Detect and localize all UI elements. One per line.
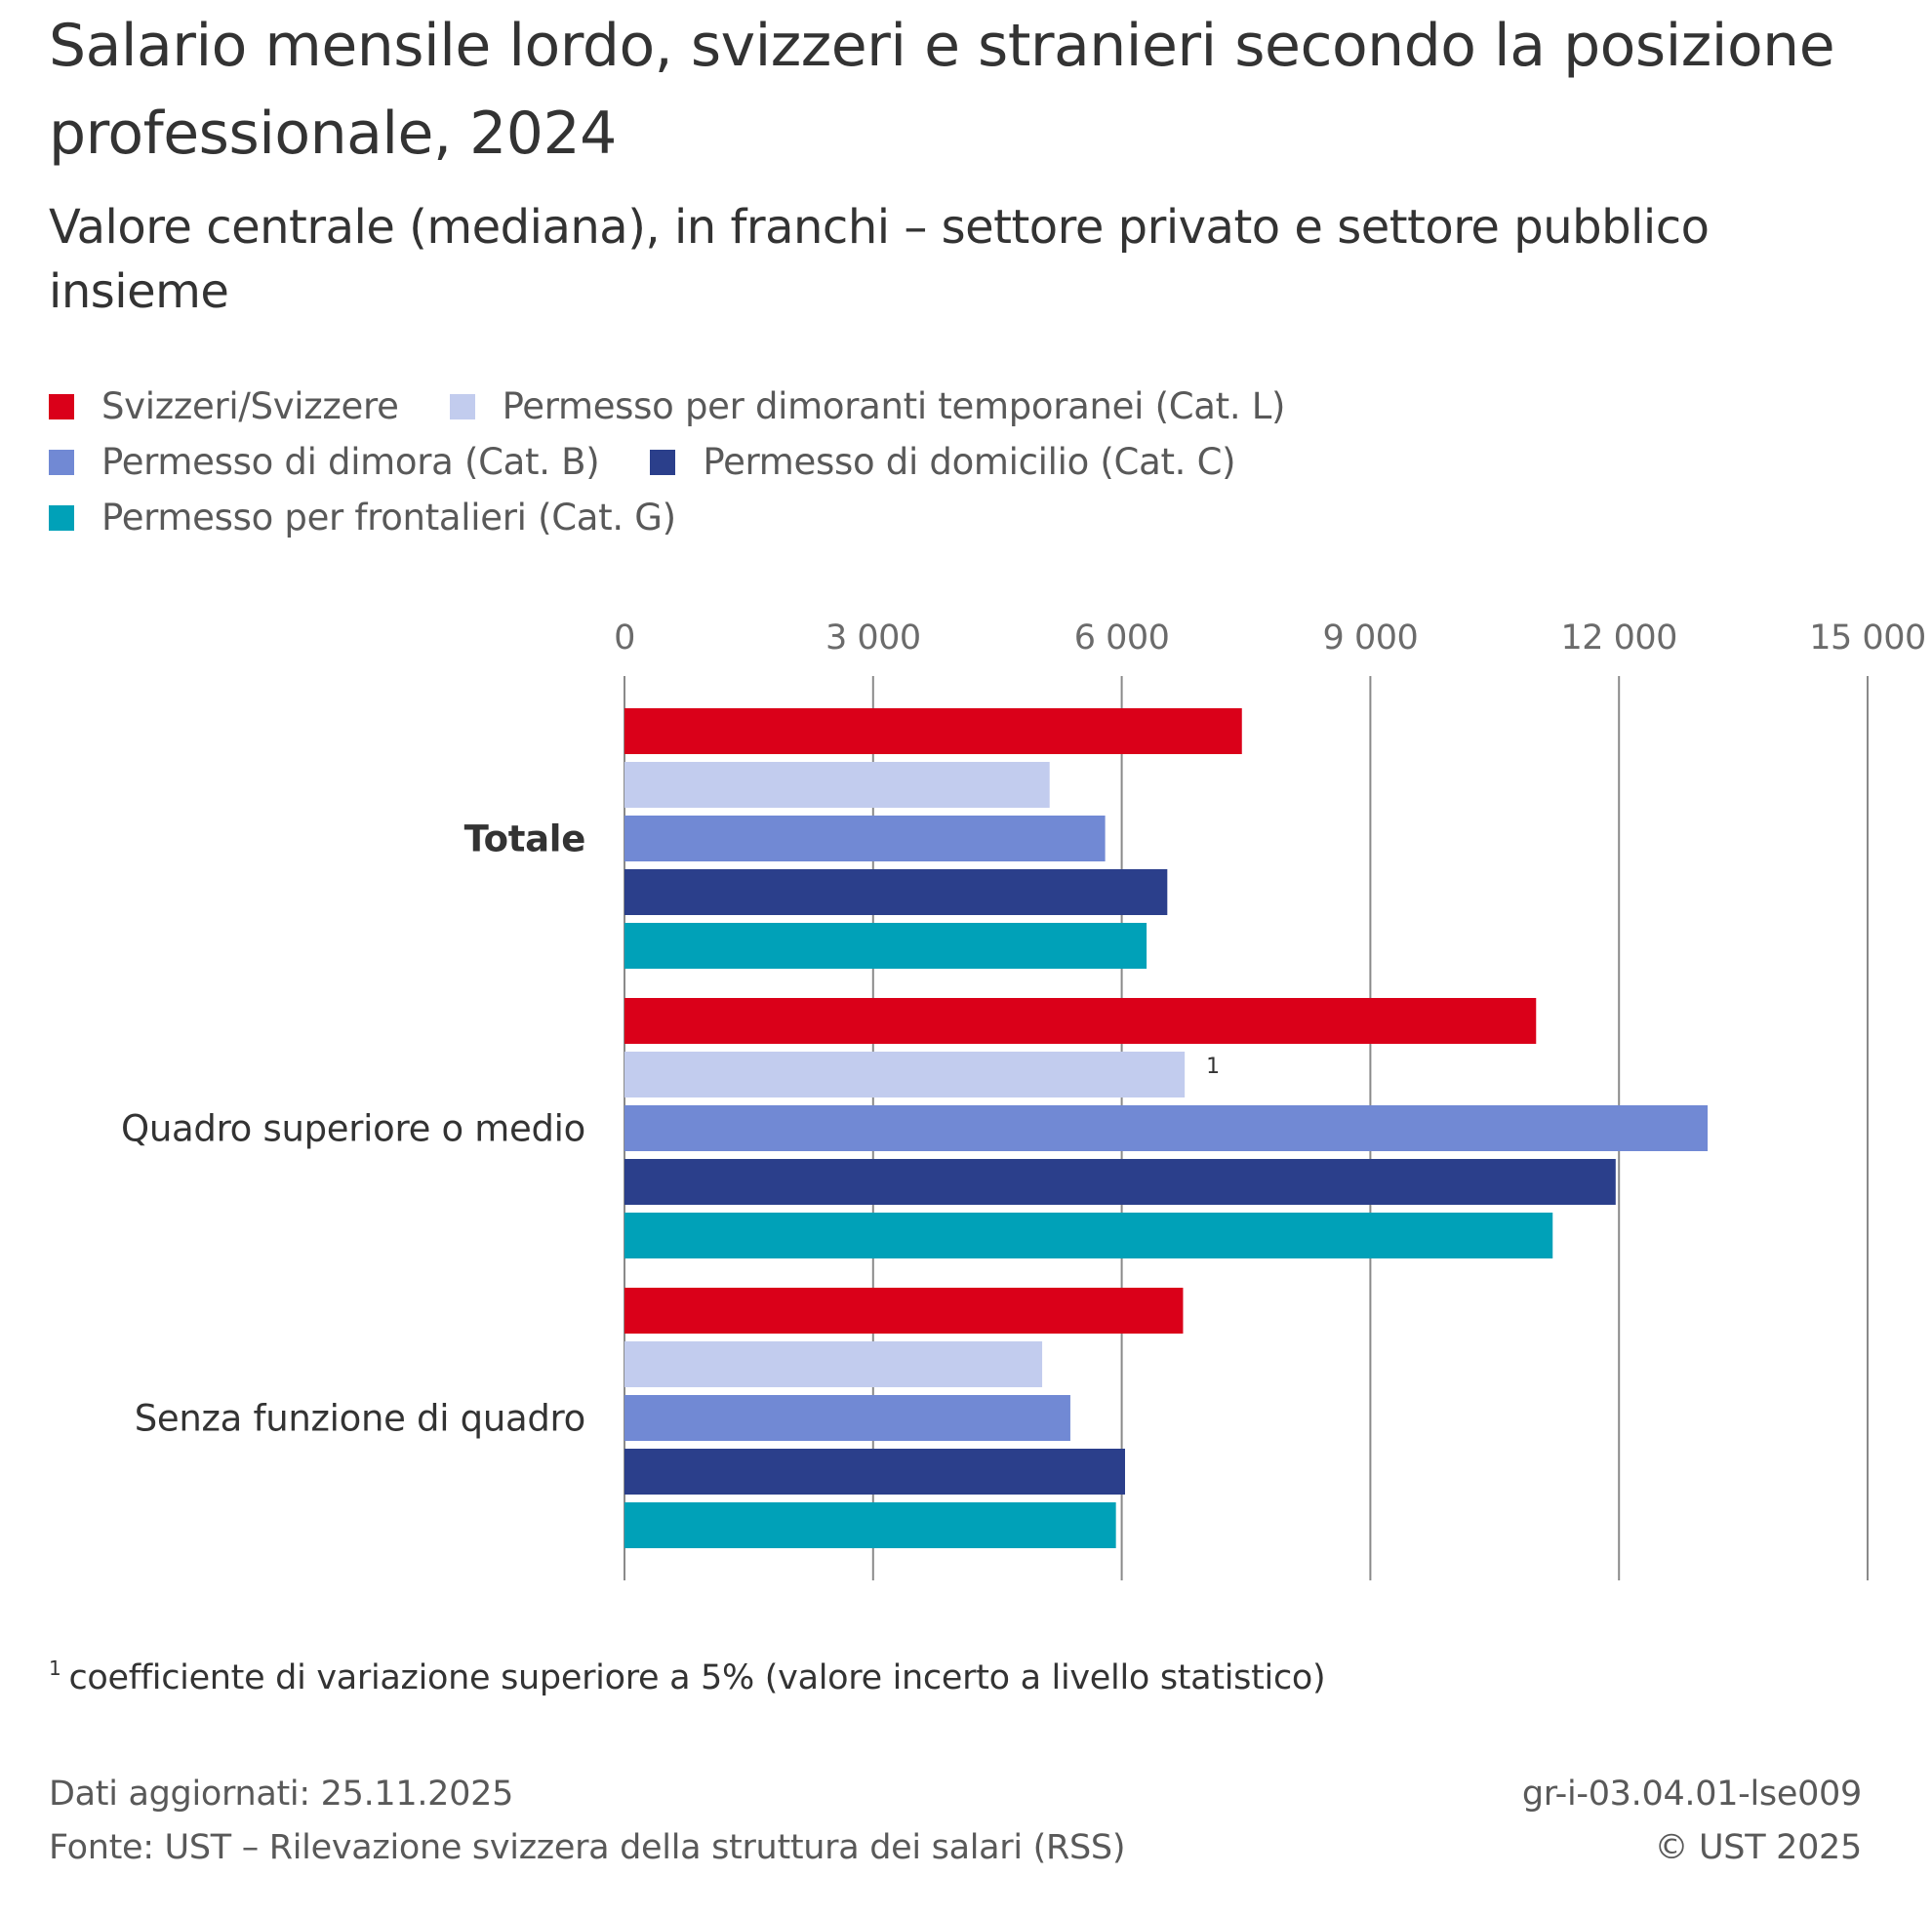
x-axis-tick-labels: 0 3 000 6 000 9 000 12 000 15 000 [614,618,1926,658]
category-labels: Totale Quadro superiore o medio Senza funz… [121,818,585,1440]
legend-item-svizzeri: Svizzeri/Svizzere [49,385,399,427]
bar [624,1502,1116,1548]
legend-label: Permesso di domicilio (Cat. C) [703,441,1236,483]
legend: Svizzeri/Svizzere Permesso per dimoranti… [49,379,1512,545]
bar [624,1341,1043,1387]
footnote-marker: 1 [49,1656,61,1680]
legend-item-cat-g: Permesso per frontalieri (Cat. G) [49,497,676,539]
bar [624,998,1537,1044]
copyright: © UST 2025 [1654,1828,1862,1867]
bar [624,1105,1709,1151]
x-tick-label: 3 000 [825,618,921,658]
legend-label: Permesso di dimora (Cat. B) [101,441,600,483]
legend-row: Permesso per frontalieri (Cat. G) [49,490,1512,545]
footnote-text: coefficiente di variazione superiore a 5… [68,1658,1326,1697]
x-tick-label: 9 000 [1323,618,1419,658]
legend-row: Svizzeri/Svizzere Permesso per dimoranti… [49,379,1512,434]
bar [624,816,1106,861]
bar [624,923,1147,969]
bar-chart: 0 3 000 6 000 9 000 12 000 15 000 1 Totale Qua… [121,618,1926,1580]
legend-swatch-cat-l [449,393,475,419]
legend-label: Svizzeri/Svizzere [101,385,399,427]
footnote: 1 coefficiente di variazione superiore a … [49,1656,1326,1697]
bars: 1 [624,708,1709,1548]
bar [624,708,1242,754]
footer-left: Dati aggiornati: 25.11.2025 Fonte: UST –… [49,1768,1126,1875]
legend-row: Permesso di dimora (Cat. B) Permesso di … [49,434,1512,490]
bar [624,1213,1553,1258]
category-label: Senza funzione di quadro [135,1398,585,1440]
legend-item-cat-c: Permesso di domicilio (Cat. C) [650,441,1236,483]
bar-note-marker: 1 [1206,1055,1220,1079]
footer-right: gr-i-03.04.01-lse009 © UST 2025 [1522,1768,1862,1875]
category-label: Totale [464,818,585,860]
data-updated: Dati aggiornati: 25.11.2025 [49,1775,514,1814]
data-source: Fonte: UST – Rilevazione svizzera della … [49,1828,1126,1867]
legend-label: Permesso per frontalieri (Cat. G) [101,497,676,539]
legend-swatch-cat-c [650,449,676,475]
x-tick-label: 15 000 [1809,618,1925,658]
bar [624,869,1168,915]
bar [624,1052,1186,1097]
chart-code: gr-i-03.04.01-lse009 [1521,1775,1862,1814]
legend-swatch-cat-b [49,449,74,475]
legend-item-cat-l: Permesso per dimoranti temporanei (Cat. … [449,385,1286,427]
chart-title: Salario mensile lordo, svizzeri e strani… [49,12,1835,168]
x-tick-label: 6 000 [1074,618,1170,658]
x-tick-label: 12 000 [1560,618,1676,658]
legend-item-cat-b: Permesso di dimora (Cat. B) [49,441,600,483]
x-tick-label: 0 [614,618,635,658]
legend-swatch-cat-g [49,504,74,531]
chart-subtitle: Valore centrale (mediana), in franchi – … [49,200,1710,319]
bar [624,1288,1184,1334]
legend-swatch-svizzeri [49,393,74,419]
bar [624,1395,1070,1441]
legend-label: Permesso per dimoranti temporanei (Cat. … [502,385,1286,427]
bar [624,1159,1616,1205]
bar [624,762,1050,808]
category-label: Quadro superiore o medio [121,1108,585,1150]
bar [624,1449,1125,1495]
